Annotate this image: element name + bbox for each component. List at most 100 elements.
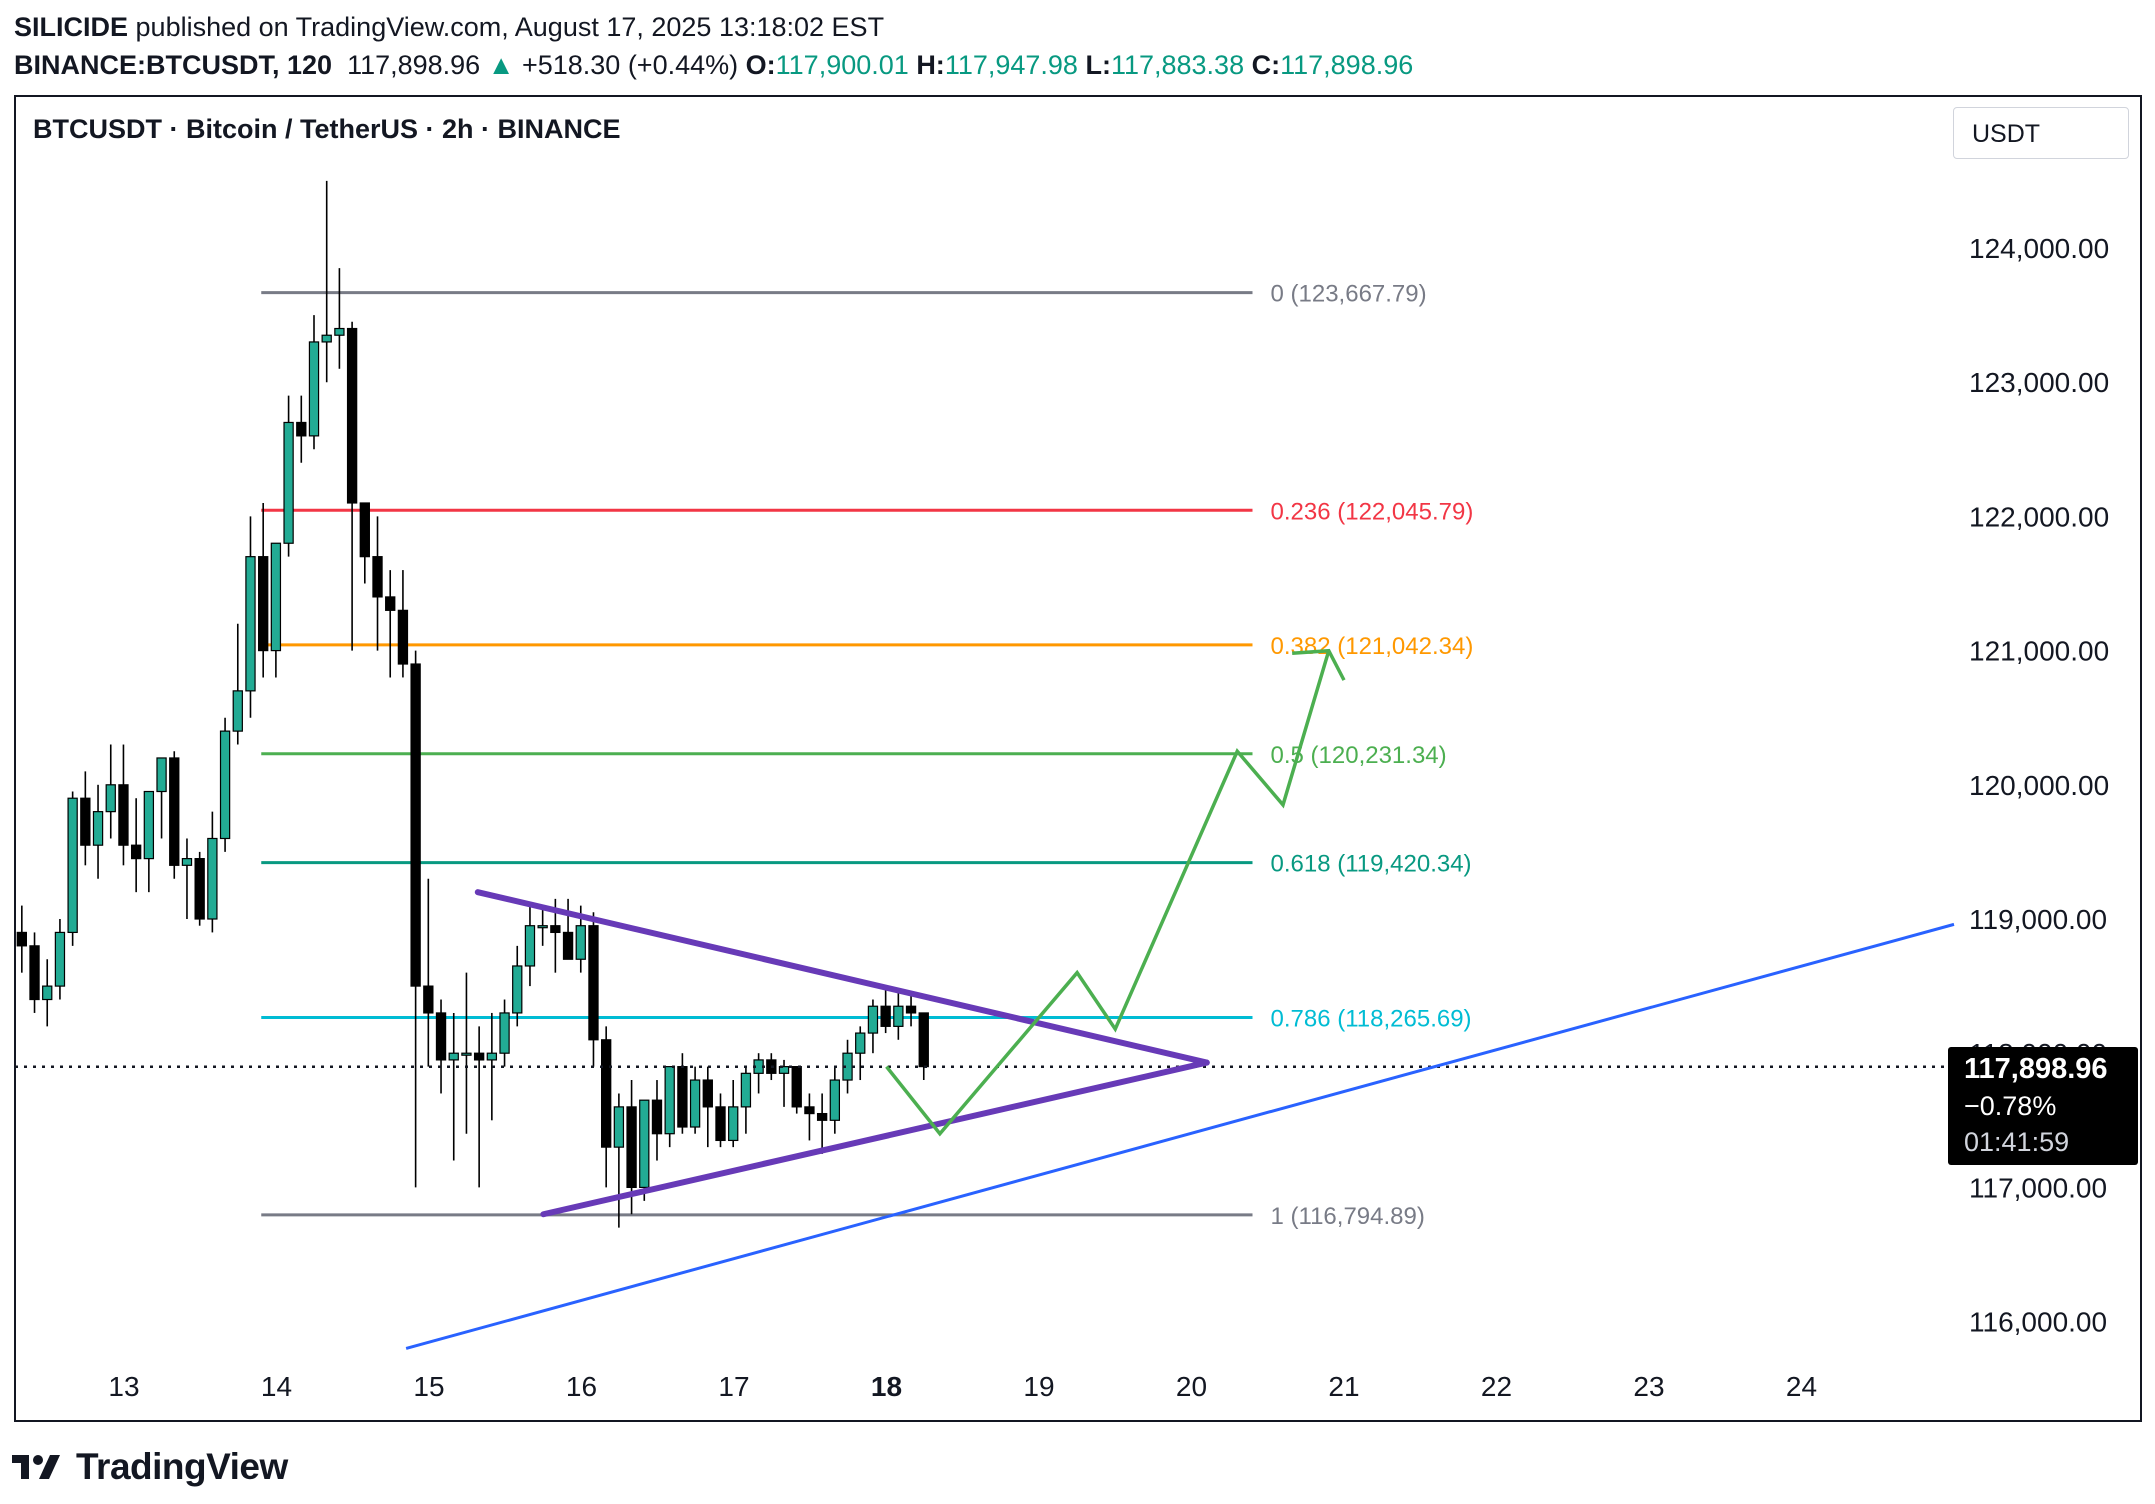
candle — [905, 992, 917, 1027]
candle-body — [740, 1072, 752, 1108]
high-value: 117,947.98 — [944, 50, 1078, 80]
candle-body — [689, 1079, 701, 1128]
candle — [385, 570, 396, 678]
candle-body — [194, 858, 205, 920]
currency-button[interactable]: USDT — [1953, 107, 2129, 159]
candle — [778, 1059, 790, 1107]
chart-title: BTCUSDT · Bitcoin / TetherUS · 2h · BINA… — [33, 114, 621, 144]
y-tick-label: 122,000.00 — [1969, 501, 2109, 532]
candle-body — [562, 931, 574, 960]
ascending-trendline[interactable] — [405, 922, 1955, 1350]
candle — [486, 1012, 498, 1121]
candle-body — [130, 844, 142, 860]
candle-body — [270, 542, 282, 652]
x-tick-label: 18 — [871, 1371, 902, 1402]
fib-level-label: 0.786 (118,265.69) — [1271, 1006, 1472, 1033]
tradingview-logo[interactable]: TradingView — [12, 1446, 288, 1488]
candle — [753, 1053, 764, 1094]
close-value: 117,898.96 — [1280, 50, 1414, 80]
candle-body — [664, 1066, 675, 1135]
price-change-percent: −0.78% — [1964, 1091, 2057, 1121]
x-tick-label: 19 — [1023, 1371, 1054, 1402]
candle — [80, 771, 91, 866]
candle-body — [80, 797, 91, 846]
candle-body — [118, 784, 129, 846]
candle-body — [626, 1106, 637, 1189]
candle — [613, 1093, 625, 1228]
candle — [639, 1099, 650, 1201]
candle-body — [639, 1099, 650, 1189]
fibonacci-retracement[interactable]: 0 (123,667.79) 0.236 (122,045.79) 0.382 (1… — [261, 281, 1473, 1230]
price-change: +518.30 (+0.44%) — [521, 50, 739, 80]
publish-line: SILICIDE published on TradingView.com, A… — [14, 10, 884, 44]
y-tick-label: 116,000.00 — [1969, 1307, 2107, 1338]
candle-body — [918, 1012, 929, 1068]
candle — [207, 811, 218, 933]
candle-body — [232, 690, 243, 732]
candle — [677, 1053, 688, 1134]
candle-body — [67, 797, 78, 934]
high-label: H: — [916, 50, 945, 80]
candle-body — [219, 730, 231, 840]
candle-body — [42, 985, 53, 1001]
triangle-upper-line[interactable] — [474, 889, 1210, 1066]
candle — [219, 717, 231, 852]
candle — [893, 992, 904, 1040]
candle-body — [867, 1005, 879, 1034]
candle-body — [778, 1066, 790, 1074]
candle — [880, 986, 891, 1034]
triangle-lower-line[interactable] — [540, 1059, 1210, 1218]
candle-body — [524, 925, 536, 967]
candle-body — [715, 1106, 726, 1142]
candle-body — [346, 327, 358, 504]
symbol-interval: BINANCE:BTCUSDT, 120 — [14, 50, 333, 80]
candle — [270, 542, 282, 678]
candlesticks — [16, 180, 929, 1228]
candle — [321, 180, 332, 383]
y-tick-label: 120,000.00 — [1969, 770, 2109, 801]
candle — [867, 999, 879, 1054]
candle-body — [385, 596, 396, 611]
candle — [740, 1066, 752, 1134]
candle — [816, 1093, 828, 1154]
candle-body — [804, 1106, 815, 1115]
candle — [245, 516, 256, 718]
candle-body — [156, 757, 167, 793]
y-tick-label: 121,000.00 — [1969, 636, 2109, 667]
candle-body — [410, 663, 421, 987]
candle-body — [499, 1012, 510, 1054]
candle-body — [423, 985, 434, 1014]
candle — [601, 1026, 612, 1188]
y-tick-label: 124,000.00 — [1969, 233, 2109, 264]
fib-level-label: 0.382 (121,042.34) — [1271, 633, 1474, 660]
x-tick-label: 17 — [718, 1371, 749, 1402]
candle-body — [16, 931, 27, 947]
open-label: O: — [745, 50, 776, 80]
current-price-label: 117,898.96 −0.78% 01:41:59 — [1948, 1047, 2138, 1165]
drawings[interactable] — [15, 648, 1956, 1350]
candle — [715, 1093, 726, 1148]
candle — [702, 1066, 713, 1148]
publisher-name[interactable]: SILICIDE — [14, 12, 129, 42]
y-tick-label: 119,000.00 — [1969, 904, 2107, 935]
candle-body — [728, 1106, 739, 1142]
candle-body — [791, 1066, 802, 1108]
candle — [54, 919, 66, 1000]
tradingview-logo-icon — [12, 1455, 60, 1479]
candle-body — [54, 931, 66, 987]
candle — [918, 1012, 929, 1081]
x-tick-label: 16 — [566, 1371, 597, 1402]
candle-body — [905, 1005, 917, 1014]
candle-body — [92, 811, 104, 846]
candle — [296, 395, 307, 463]
projection-path[interactable] — [885, 650, 1331, 1137]
candle-body — [296, 421, 307, 437]
candle-body — [829, 1079, 841, 1121]
brand-name: TradingView — [76, 1446, 288, 1487]
candle-body — [473, 1052, 485, 1061]
candle — [130, 798, 142, 893]
candle-body — [435, 1012, 447, 1061]
chart-frame — [14, 95, 2142, 1422]
candle — [29, 932, 40, 1013]
